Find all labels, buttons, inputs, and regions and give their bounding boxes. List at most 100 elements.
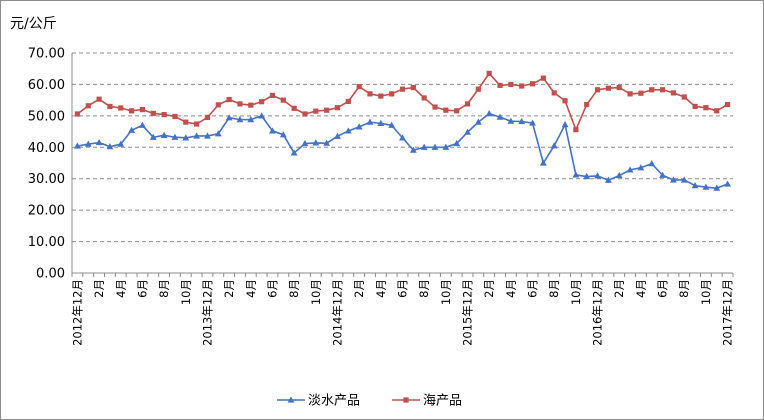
data-point <box>356 84 362 90</box>
legend-item: 海产品 <box>392 394 462 409</box>
y-tick-label: 0.00 <box>36 267 65 282</box>
data-point <box>594 172 601 179</box>
y-tick-label: 30.00 <box>28 172 65 187</box>
data-point <box>442 143 450 150</box>
x-tick-label: 4月 <box>504 279 518 298</box>
data-point <box>464 128 471 135</box>
data-point <box>604 176 612 183</box>
data-point <box>215 102 221 108</box>
x-tick-label: 10月 <box>439 279 453 305</box>
x-tick-label: 8月 <box>547 279 561 298</box>
data-point <box>670 90 677 96</box>
axes <box>71 53 734 277</box>
x-tick-label: 2017年12月 <box>721 279 735 346</box>
data-point <box>259 99 265 105</box>
data-point <box>670 176 677 183</box>
data-point <box>269 92 276 99</box>
x-tick-label: 4月 <box>374 279 388 298</box>
data-point <box>279 131 287 138</box>
data-point <box>431 143 439 150</box>
data-point <box>324 107 330 113</box>
data-point <box>236 116 244 123</box>
data-point <box>454 108 460 114</box>
x-tick-label: 2月 <box>222 279 236 298</box>
data-point <box>160 131 168 138</box>
x-tick-label: 6月 <box>265 279 279 298</box>
data-point <box>280 97 286 103</box>
data-point <box>388 121 396 128</box>
data-point <box>194 121 200 127</box>
x-tick-label: 6月 <box>526 279 540 298</box>
gridlines <box>72 52 733 243</box>
data-point <box>561 121 569 128</box>
data-point <box>680 176 688 183</box>
data-point <box>366 118 374 125</box>
x-tick-label: 10月 <box>179 279 193 305</box>
data-point <box>182 134 190 141</box>
data-point <box>573 127 579 133</box>
data-point <box>95 138 103 146</box>
data-point <box>691 182 699 189</box>
data-point <box>519 83 525 89</box>
x-tick-labels: 2012年12月 2月 4月 6月 8月 10月 2013年12月 2月 4月 6月 8月 10月 20… <box>70 279 734 346</box>
data-point <box>161 112 167 118</box>
legend: 淡水产品 海产品 <box>277 394 462 409</box>
data-point <box>659 171 666 178</box>
legend-marker <box>403 397 409 403</box>
y-tick-label: 10.00 <box>28 235 65 250</box>
x-tick-label: 2015年12月 <box>461 279 475 346</box>
x-tick-label: 2月 <box>92 279 106 298</box>
data-point <box>106 143 114 150</box>
data-point <box>290 149 298 156</box>
data-point <box>225 114 233 121</box>
y-tick-labels: 0.00 10.00 20.00 30.00 40.00 50.00 60.00 70.00 <box>28 47 65 282</box>
data-point <box>389 91 395 97</box>
x-tick-label: 2月 <box>482 279 496 298</box>
data-point <box>149 133 157 140</box>
data-point <box>583 172 591 180</box>
data-point <box>475 86 481 92</box>
legend-item: 淡水产品 <box>277 394 360 409</box>
x-tick-label: 2012年12月 <box>70 279 84 346</box>
data-point <box>183 119 189 125</box>
data-point <box>334 132 341 139</box>
data-point <box>529 81 536 87</box>
data-point <box>464 101 471 107</box>
x-tick-label: 8月 <box>677 279 691 298</box>
data-point <box>550 142 558 149</box>
x-tick-label: 2016年12月 <box>591 279 605 346</box>
data-point <box>301 139 309 147</box>
x-tick-label: 2013年12月 <box>200 279 214 346</box>
data-point <box>713 184 721 191</box>
data-point <box>355 123 363 130</box>
data-point <box>594 87 601 93</box>
data-point <box>659 87 666 93</box>
y-tick-label: 20.00 <box>28 204 65 219</box>
data-point <box>496 113 504 120</box>
data-point <box>432 104 438 110</box>
data-point <box>74 142 81 149</box>
data-point <box>139 121 146 128</box>
data-point <box>562 98 568 104</box>
data-point <box>204 114 211 121</box>
data-point <box>269 127 276 134</box>
data-point <box>237 101 243 107</box>
data-point <box>312 139 320 146</box>
data-point <box>139 106 146 113</box>
data-point <box>258 112 266 119</box>
data-point <box>248 102 254 108</box>
data-point <box>507 117 515 124</box>
x-tick-label: 10月 <box>699 279 713 305</box>
data-point <box>616 84 622 91</box>
x-tick-label: 8月 <box>287 279 301 298</box>
data-point <box>497 82 503 88</box>
data-point <box>637 164 645 171</box>
data-point <box>518 117 526 125</box>
data-point <box>540 75 546 81</box>
data-point <box>84 140 92 147</box>
data-point <box>334 105 341 111</box>
x-tick-label: 2014年12月 <box>330 279 344 346</box>
y-tick-label: 70.00 <box>28 47 65 62</box>
data-point <box>420 143 428 150</box>
